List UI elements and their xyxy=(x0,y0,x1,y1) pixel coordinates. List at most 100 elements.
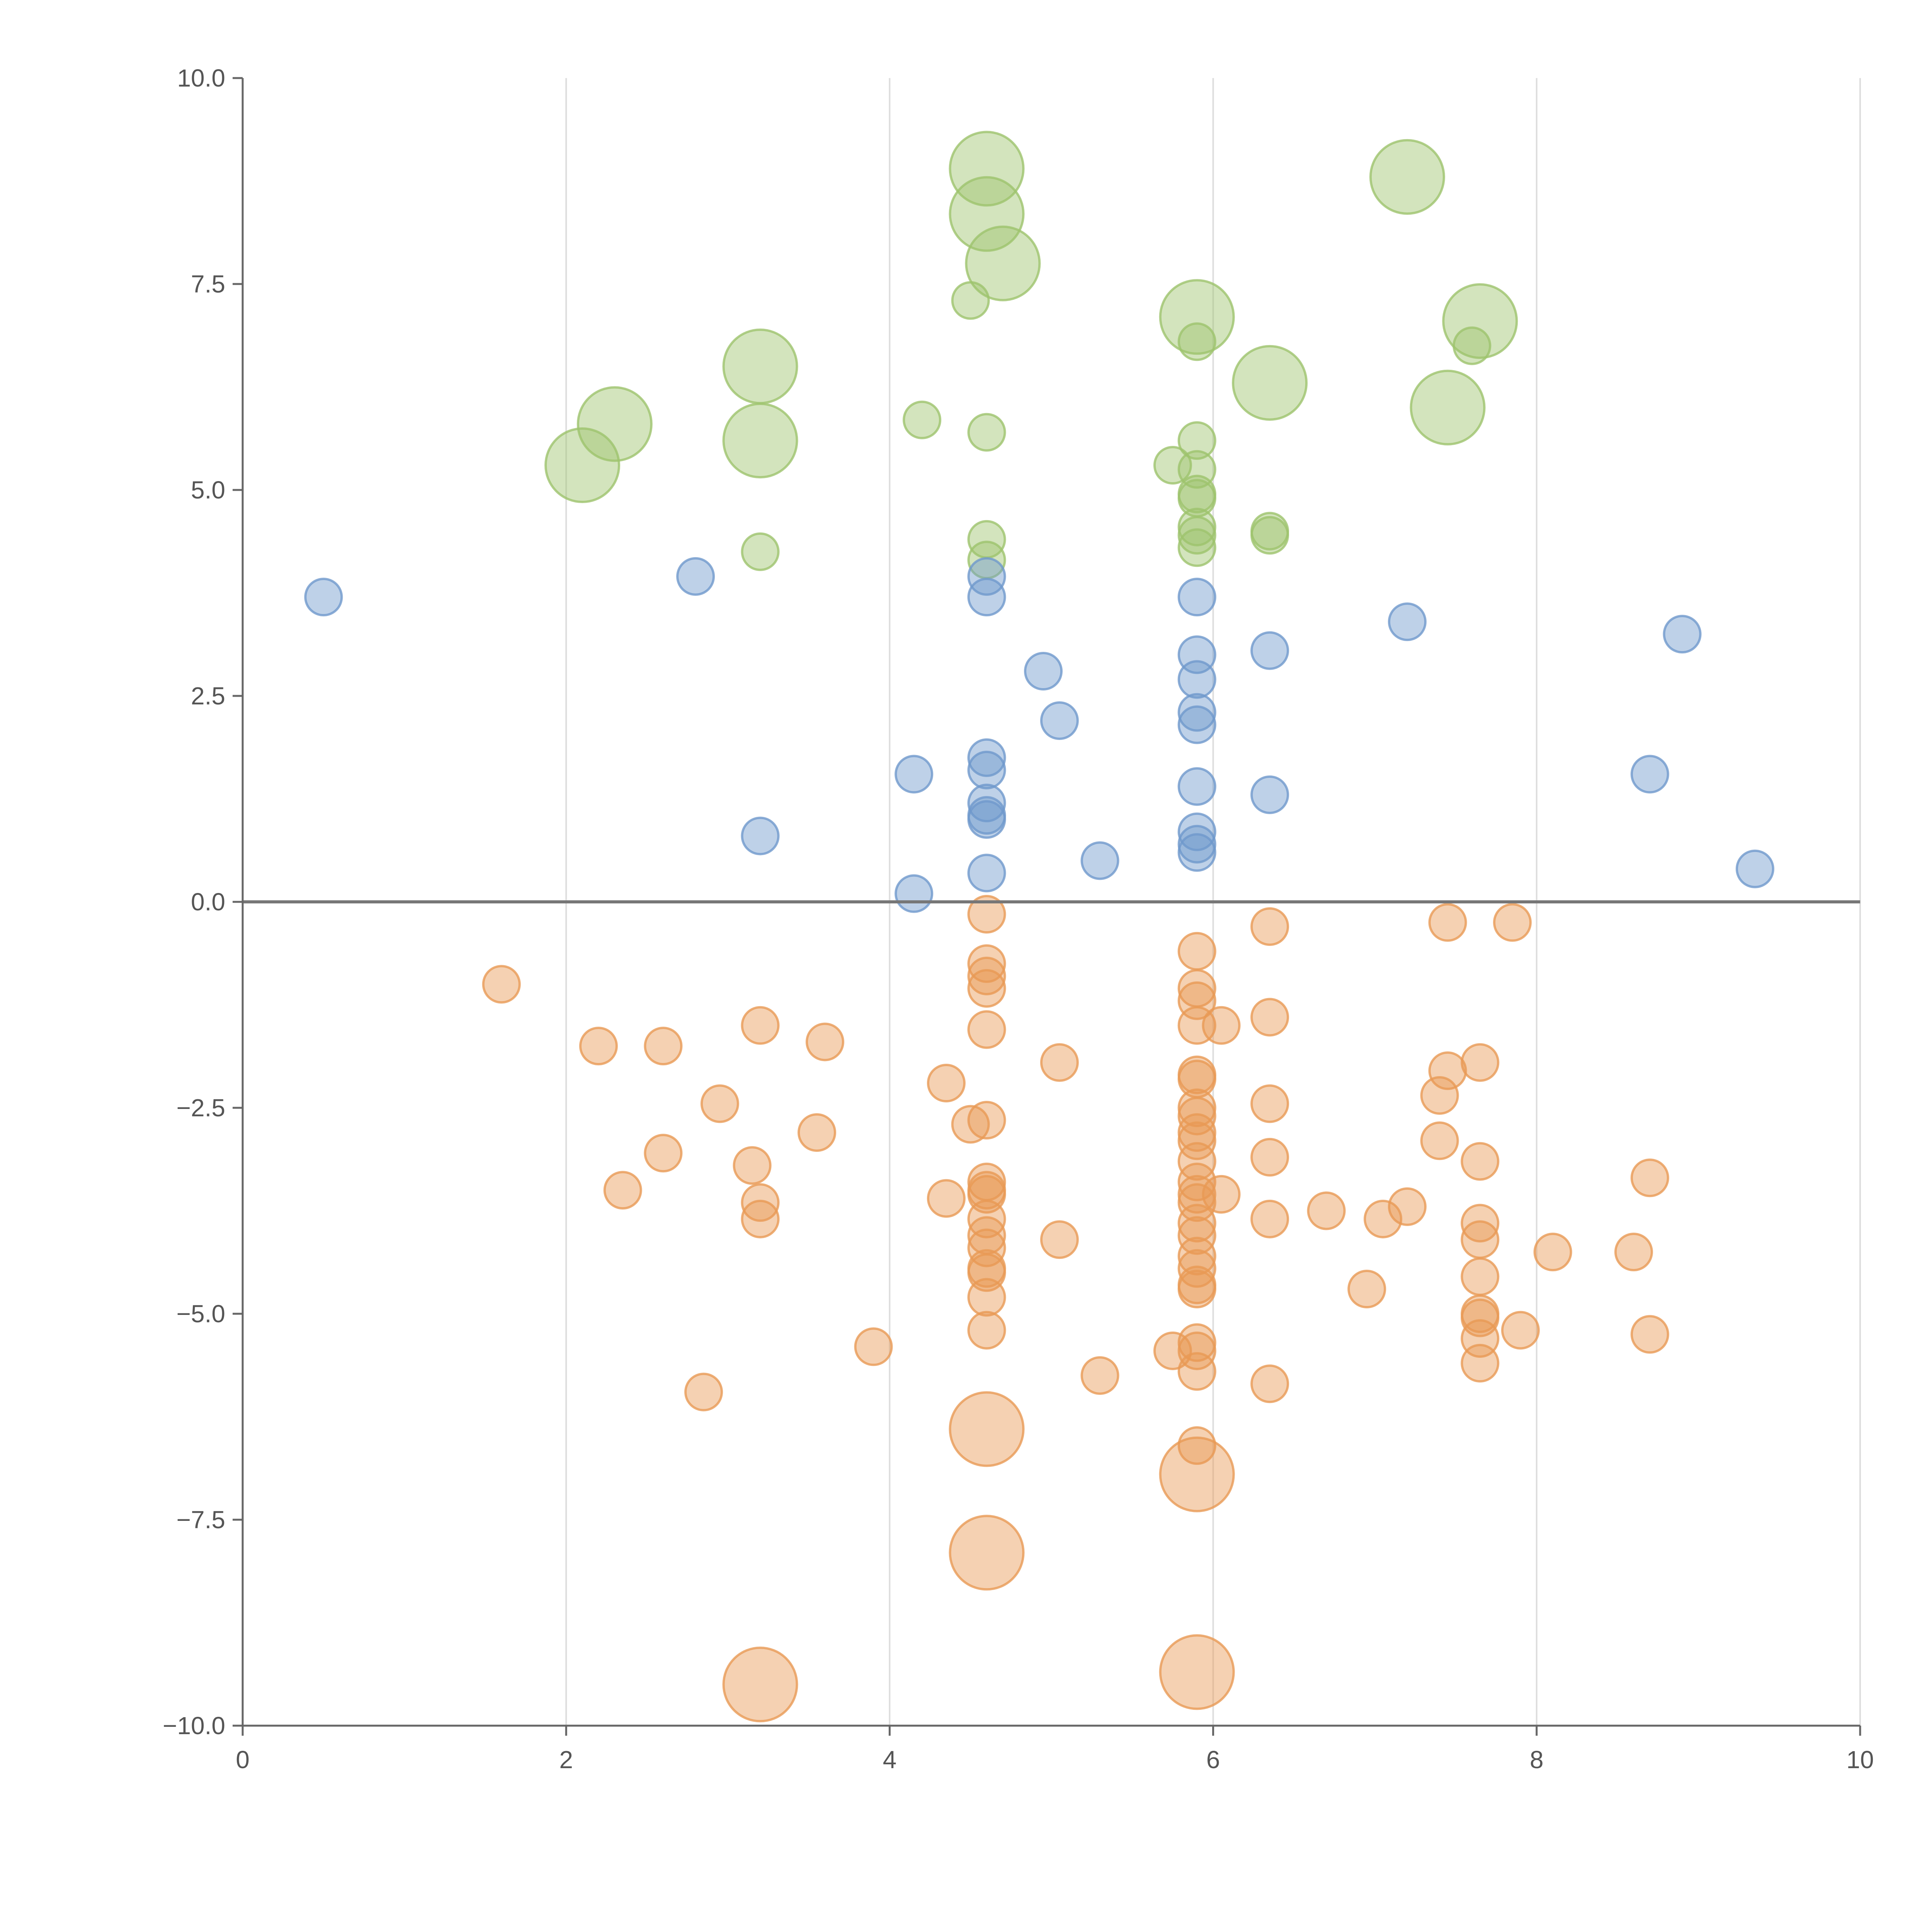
data-point-negative xyxy=(1080,1356,1119,1395)
data-point-negative xyxy=(1202,1175,1241,1214)
data-point-negative xyxy=(1630,1158,1669,1197)
data-point-negative xyxy=(1177,1352,1216,1391)
x-tick-label: 2 xyxy=(559,1746,573,1774)
data-point-positive xyxy=(676,557,715,596)
data-point-positive xyxy=(1080,841,1119,880)
x-tick-label: 0 xyxy=(236,1746,250,1774)
data-point-positive xyxy=(1177,578,1216,617)
data-point-negative xyxy=(1177,1204,1216,1243)
data-point-negative xyxy=(854,1327,893,1366)
data-point-negative xyxy=(1159,1436,1235,1512)
y-tick-label: 7.5 xyxy=(191,270,225,298)
data-point-positive xyxy=(1040,701,1079,740)
data-point-negative xyxy=(967,969,1006,1008)
y-tick-label: −5.0 xyxy=(177,1300,225,1328)
y-tick-label: −2.5 xyxy=(177,1094,225,1122)
data-point-negative xyxy=(1533,1233,1572,1272)
data-point-positive xyxy=(1177,693,1216,732)
data-point-negative xyxy=(1177,932,1216,971)
data-point-negative xyxy=(1420,1121,1459,1160)
data-point-negative xyxy=(1630,1315,1669,1354)
data-point-negative xyxy=(967,1278,1006,1317)
data-point-negative xyxy=(1177,1331,1216,1370)
data-point-positive xyxy=(1177,825,1216,864)
data-point-negative xyxy=(1250,998,1289,1037)
data-point-positive xyxy=(967,854,1006,893)
data-point-top xyxy=(741,532,780,571)
data-point-negative xyxy=(1177,1183,1216,1222)
data-point-top xyxy=(965,225,1041,301)
data-point-negative xyxy=(644,1134,683,1173)
data-point-top xyxy=(544,427,621,503)
data-point-positive xyxy=(1250,631,1289,670)
data-point-top xyxy=(1153,446,1192,485)
data-point-negative xyxy=(967,1199,1006,1238)
axes-layer xyxy=(242,78,1860,1727)
data-point-positive xyxy=(1177,812,1216,851)
data-point-top xyxy=(949,176,1025,252)
y-tick-label: 10.0 xyxy=(177,64,225,92)
data-point-top xyxy=(1177,322,1216,361)
data-point-negative xyxy=(1202,1006,1241,1045)
y-tick-label: 2.5 xyxy=(191,682,225,710)
data-point-positive xyxy=(967,750,1006,789)
x-tick-label: 8 xyxy=(1530,1746,1544,1774)
data-point-top xyxy=(1159,279,1235,355)
data-point-positive xyxy=(1177,833,1216,872)
data-point-positive xyxy=(1177,660,1216,699)
data-point-negative xyxy=(741,1199,780,1238)
data-point-positive xyxy=(967,784,1006,823)
data-point-negative xyxy=(1177,1323,1216,1362)
data-point-top xyxy=(949,131,1025,207)
data-point-top xyxy=(1452,326,1492,365)
data-point-top xyxy=(903,400,942,439)
data-point-positive xyxy=(1024,652,1063,691)
data-point-positive xyxy=(741,816,780,855)
data-point-negative xyxy=(967,895,1006,934)
data-point-negative xyxy=(1307,1191,1346,1230)
data-point-negative xyxy=(1364,1199,1403,1238)
data-point-negative xyxy=(951,1105,990,1144)
data-point-positive xyxy=(1735,849,1774,888)
data-point-positive xyxy=(1663,615,1702,654)
data-point-negative xyxy=(1461,1204,1500,1243)
data-point-negative xyxy=(1250,1138,1289,1177)
data-point-positive xyxy=(304,578,343,617)
data-point-negative xyxy=(1177,1162,1216,1201)
data-point-top xyxy=(1232,345,1308,421)
data-point-negative xyxy=(1428,903,1467,942)
data-point-negative xyxy=(1347,1270,1386,1309)
data-point-positive xyxy=(1630,755,1669,794)
data-point-negative xyxy=(1493,903,1532,942)
data-point-negative xyxy=(1250,1364,1289,1403)
data-point-positive xyxy=(1388,602,1427,641)
points-layer xyxy=(304,131,1774,1723)
data-point-top xyxy=(722,403,798,479)
data-point-negative xyxy=(722,1646,798,1723)
data-point-negative xyxy=(1159,1634,1235,1710)
data-point-top xyxy=(1177,528,1216,567)
data-point-negative xyxy=(967,1010,1006,1049)
data-point-negative xyxy=(1177,1426,1216,1465)
x-tick-label: 6 xyxy=(1206,1746,1220,1774)
data-point-negative xyxy=(967,1100,1006,1139)
y-tick-label: 0.0 xyxy=(191,888,225,916)
data-point-negative xyxy=(1428,1051,1467,1090)
data-point-negative xyxy=(1250,1084,1289,1123)
data-point-negative xyxy=(1177,1249,1216,1288)
data-point-negative xyxy=(1461,1220,1500,1259)
data-point-positive xyxy=(895,874,934,913)
data-point-negative xyxy=(1040,1043,1079,1082)
data-point-negative xyxy=(949,1391,1025,1467)
data-point-top xyxy=(1177,516,1216,555)
data-point-negative xyxy=(644,1027,683,1066)
ticks-layer: 0 2 4 6 8 10 10.0 7.5 5.0 2.5 0.0 −2.5 −5.0 −7.5 −10.0 xyxy=(163,64,1874,1774)
data-point-negative xyxy=(1177,1236,1216,1276)
data-point-top xyxy=(1177,421,1216,460)
data-point-positive xyxy=(1177,705,1216,744)
data-point-negative xyxy=(1461,1344,1500,1383)
data-point-positive xyxy=(967,578,1006,617)
data-point-top xyxy=(1177,507,1216,546)
data-point-negative xyxy=(949,1515,1025,1591)
data-point-negative xyxy=(1177,1121,1216,1160)
